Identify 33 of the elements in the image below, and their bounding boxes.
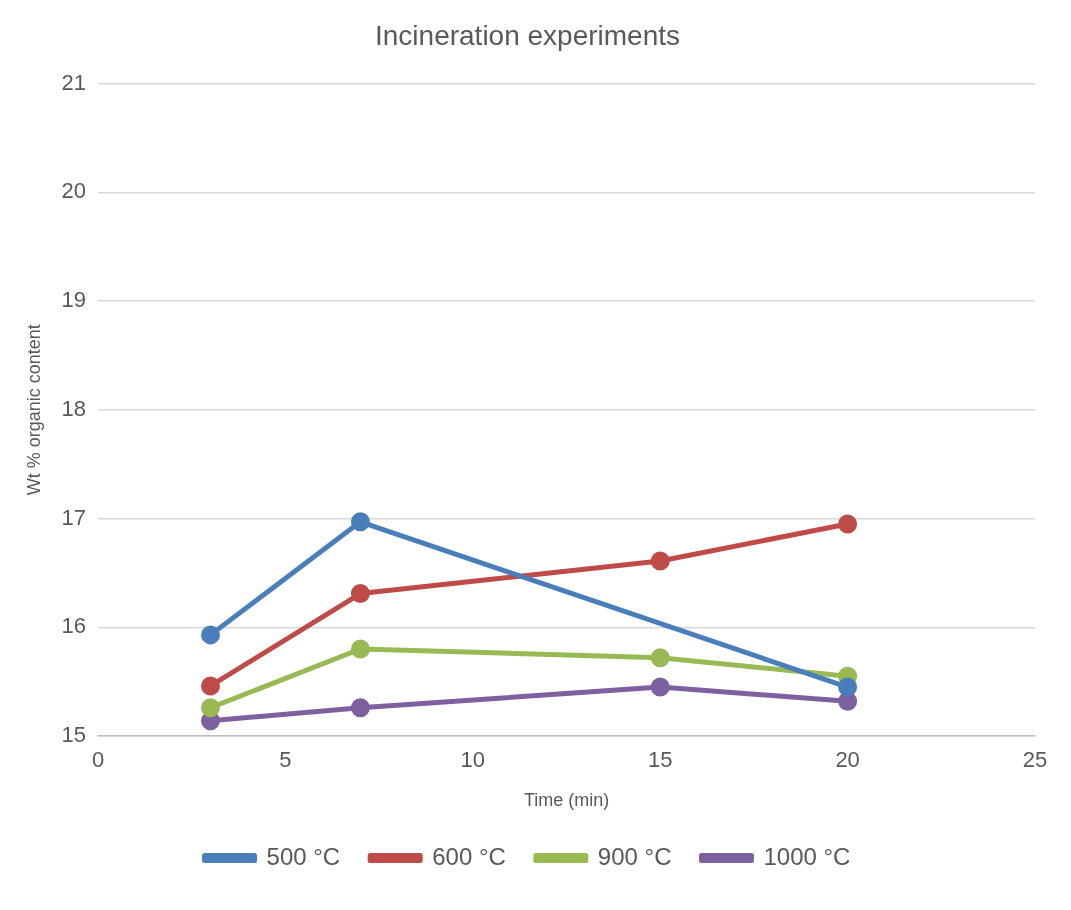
point — [350, 639, 370, 659]
point — [838, 514, 858, 534]
y-tick-label: 20 — [61, 178, 87, 204]
point — [350, 512, 370, 532]
y-tick-label: 17 — [61, 504, 87, 530]
point — [201, 625, 220, 645]
point — [201, 698, 220, 718]
legend-label: 500 °C — [266, 842, 341, 870]
x-tick-label: 15 — [647, 747, 673, 773]
x-tick-label: 20 — [835, 747, 860, 773]
x-tick-label: 5 — [279, 747, 292, 773]
y-tick-label: 19 — [61, 287, 87, 313]
y-tick-label: 18 — [61, 395, 87, 421]
y-tick-label: 21 — [61, 69, 87, 95]
x-tick-label: 25 — [1022, 747, 1048, 773]
legend-label: 600 °C — [432, 842, 506, 870]
point — [650, 551, 670, 571]
chart-title: Incineration experiments — [374, 19, 681, 51]
legend-label: 1000 °C — [763, 842, 851, 870]
x-tick-label: 0 — [91, 747, 105, 773]
point — [838, 691, 858, 711]
point — [201, 676, 220, 696]
y-axis-title: Wt % organic content — [23, 324, 44, 496]
point — [350, 584, 370, 604]
x-tick-label: 10 — [460, 747, 486, 773]
y-tick-label: 15 — [61, 722, 87, 748]
point — [650, 677, 670, 697]
point — [350, 698, 370, 718]
x-axis-title: Time (min) — [523, 790, 610, 811]
point — [650, 648, 670, 668]
point — [838, 677, 858, 697]
legend-label: 900 °C — [597, 842, 672, 870]
y-tick-label: 16 — [61, 613, 87, 639]
